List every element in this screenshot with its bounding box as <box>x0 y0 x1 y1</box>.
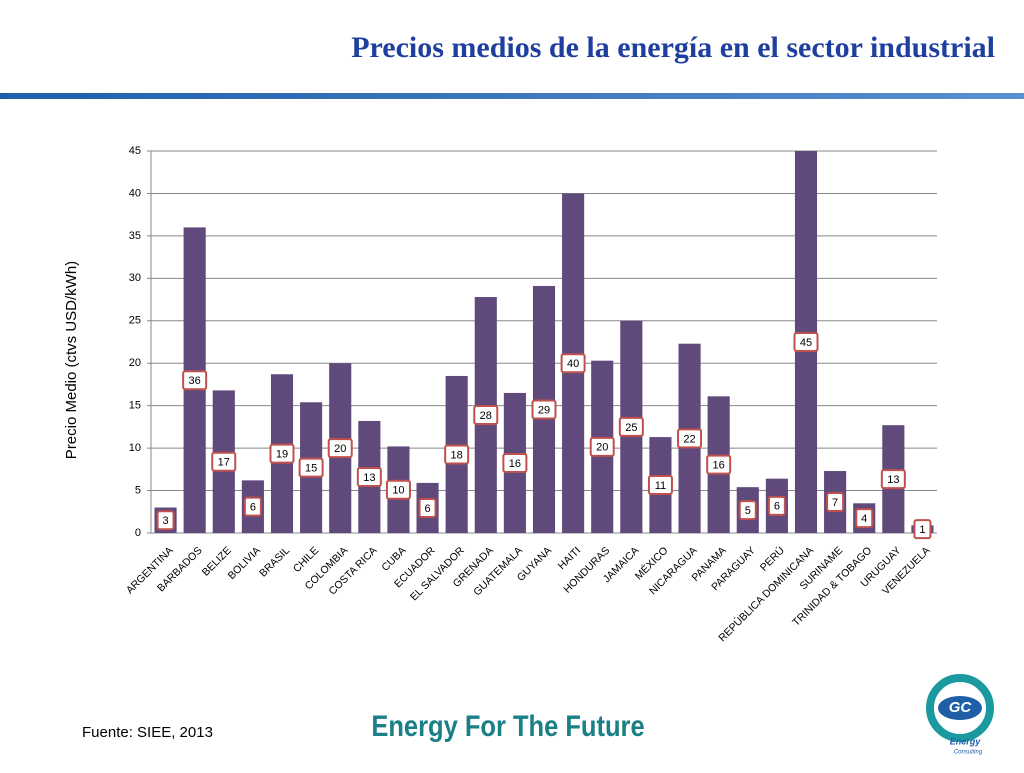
y-tick-label: 10 <box>129 442 141 454</box>
value-label-box <box>793 332 819 352</box>
value-label-box <box>913 519 932 540</box>
value-label-box <box>327 438 353 459</box>
slogan: Energy For The Future <box>371 709 644 742</box>
value-label: 16 <box>713 460 725 472</box>
y-tick-label: 30 <box>129 272 141 284</box>
value-label-box <box>767 495 786 516</box>
value-label-box <box>385 479 411 500</box>
value-label-box <box>647 475 673 496</box>
value-label: 3 <box>162 515 168 527</box>
value-label-box <box>182 370 208 391</box>
value-label: 36 <box>189 375 201 387</box>
value-label-box <box>589 436 615 457</box>
value-label-box <box>298 457 324 478</box>
value-label: 25 <box>625 422 637 434</box>
value-label: 15 <box>305 463 317 475</box>
value-label: 10 <box>392 485 404 497</box>
logo-ring <box>926 674 994 742</box>
slide-title: Precios medios de la energía en el secto… <box>351 31 995 64</box>
value-label: 16 <box>509 458 521 470</box>
logo-core <box>938 696 982 720</box>
value-label: 17 <box>218 457 230 469</box>
value-label-box <box>560 353 586 374</box>
value-label: 11 <box>655 480 666 492</box>
value-label: 13 <box>363 472 375 484</box>
value-label: 6 <box>774 501 780 513</box>
logo-line1: Energy <box>950 736 982 746</box>
value-label-box <box>356 466 382 487</box>
x-tick-label: HAITI <box>556 545 583 572</box>
y-tick-label: 40 <box>129 187 141 199</box>
value-label: 45 <box>800 337 812 349</box>
logo-line2: Consulting <box>954 750 983 756</box>
value-label: 6 <box>250 502 256 514</box>
logo-initials: GC <box>949 699 973 716</box>
value-label-box <box>156 510 175 531</box>
y-tick-label: 25 <box>129 315 141 327</box>
y-tick-label: 0 <box>135 527 141 539</box>
value-label-box <box>502 452 528 473</box>
value-label-box <box>418 497 437 518</box>
y-tick-label: 35 <box>129 230 141 242</box>
y-tick-label: 5 <box>135 484 141 496</box>
value-label-box <box>677 428 703 449</box>
value-label: 7 <box>832 497 838 509</box>
value-label-box <box>880 469 906 490</box>
value-label: 5 <box>745 505 751 517</box>
value-label: 1 <box>919 524 925 536</box>
value-label: 19 <box>276 449 288 461</box>
value-label-box <box>618 416 644 437</box>
value-label: 6 <box>424 503 430 515</box>
value-label-box <box>444 444 470 465</box>
value-label-box <box>473 405 499 426</box>
value-label-box <box>531 399 557 420</box>
value-label-box <box>269 443 295 464</box>
y-tick-label: 45 <box>129 145 141 157</box>
value-label-box <box>706 454 732 475</box>
value-label: 4 <box>861 513 867 525</box>
value-label: 29 <box>538 404 550 416</box>
value-label: 20 <box>334 443 346 455</box>
value-label-box <box>211 451 237 472</box>
value-label: 22 <box>683 433 695 445</box>
value-label: 13 <box>887 474 899 486</box>
x-tick-label: BOLIVIA <box>226 545 263 582</box>
value-label-box <box>826 492 845 513</box>
value-label-box <box>243 496 262 517</box>
title-rule <box>0 93 1024 99</box>
y-axis-title: Precio Medio (ctvs USD/kWh) <box>63 261 80 459</box>
value-label: 28 <box>480 410 492 422</box>
y-tick-label: 20 <box>129 357 141 369</box>
logo: GC Energy Consulting <box>926 674 994 756</box>
y-tick-label: 15 <box>129 400 141 412</box>
value-label-box <box>855 508 874 529</box>
source: Fuente: SIEE, 2013 <box>82 724 213 741</box>
value-label: 20 <box>596 442 608 454</box>
value-label: 40 <box>567 358 579 370</box>
value-label-box <box>738 500 757 521</box>
value-label: 18 <box>451 449 463 461</box>
x-tick-label: BRASIL <box>257 544 292 579</box>
